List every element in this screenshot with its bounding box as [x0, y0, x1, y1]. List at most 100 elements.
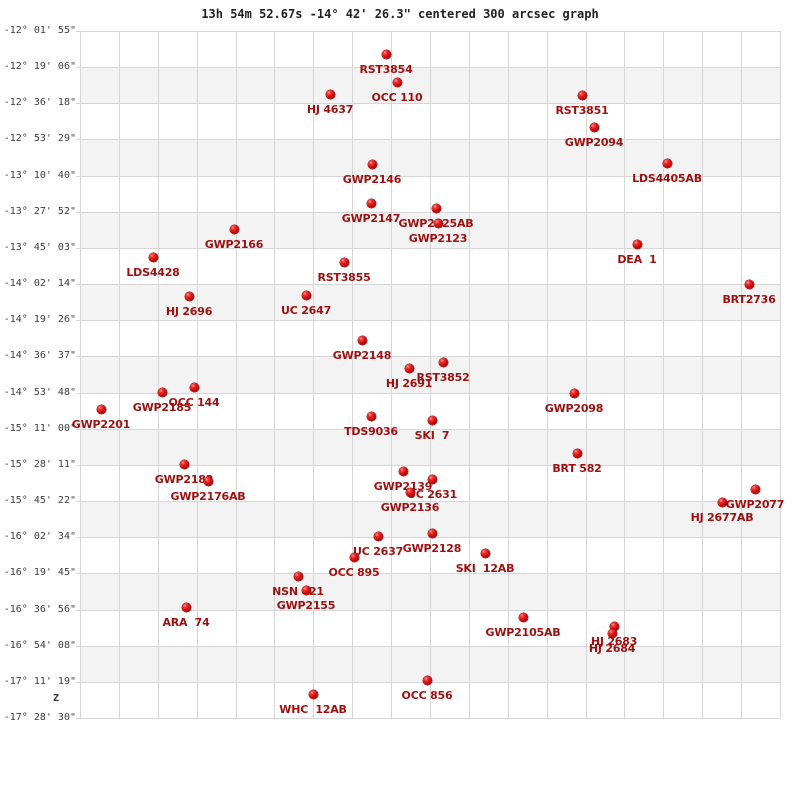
- star-label: GWP2128: [402, 542, 462, 555]
- horizontal-gridline: [76, 609, 780, 611]
- star-dot[interactable]: [181, 602, 191, 612]
- star-dot[interactable]: [427, 415, 437, 425]
- star-dot[interactable]: [179, 459, 189, 469]
- star-dot[interactable]: [373, 531, 383, 541]
- star-dot[interactable]: [189, 382, 199, 392]
- vertical-gridline: [468, 31, 470, 718]
- star-label: BRT 582: [552, 462, 602, 475]
- star-label: OCC 110: [371, 91, 423, 104]
- vertical-gridline: [546, 31, 548, 718]
- vertical-gridline: [196, 31, 198, 718]
- star-dot[interactable]: [422, 675, 432, 685]
- star-dot[interactable]: [632, 239, 642, 249]
- horizontal-gridline: [76, 247, 780, 249]
- star-dot[interactable]: [229, 224, 239, 234]
- y-axis-tick-label: -15° 45' 22": [3, 495, 76, 507]
- star-label: SKI 7: [414, 429, 450, 442]
- vertical-gridline: [663, 31, 665, 718]
- star-label: RST3855: [317, 271, 371, 284]
- star-dot[interactable]: [572, 448, 582, 458]
- star-dot[interactable]: [308, 689, 318, 699]
- star-label: HJ 2684: [588, 642, 636, 655]
- star-dot[interactable]: [349, 552, 359, 562]
- star-label: GWP2155: [276, 599, 336, 612]
- star-label: WHC 12AB: [279, 703, 347, 716]
- star-dot[interactable]: [325, 89, 335, 99]
- star-label: OCC 895: [328, 566, 380, 579]
- star-dot[interactable]: [392, 77, 402, 87]
- star-label: HJ 2683: [590, 635, 638, 648]
- north-orientation-marker: Z: [53, 693, 60, 704]
- star-dot[interactable]: [203, 476, 213, 486]
- chart-title: 13h 54m 52.67s -14° 42' 26.3" centered 3…: [201, 7, 599, 21]
- star-dot[interactable]: [381, 49, 391, 59]
- star-dot[interactable]: [750, 484, 760, 494]
- star-dot[interactable]: [301, 585, 311, 595]
- star-dot[interactable]: [184, 291, 194, 301]
- star-dot[interactable]: [438, 357, 448, 367]
- star-dot[interactable]: [717, 497, 727, 507]
- vertical-gridline: [235, 31, 237, 718]
- vertical-gridline: [391, 31, 393, 718]
- star-dot[interactable]: [357, 335, 367, 345]
- star-dot[interactable]: [518, 612, 528, 622]
- star-dot[interactable]: [157, 387, 167, 397]
- horizontal-gridline: [76, 175, 780, 177]
- star-label: HJ 4637: [306, 103, 354, 116]
- star-label: UC 2631: [406, 488, 458, 501]
- horizontal-gridline: [76, 645, 780, 647]
- horizontal-gridline: [76, 67, 780, 69]
- star-label: GWP2176AB: [170, 490, 246, 503]
- y-axis-tick-label: -13° 27' 52": [3, 205, 76, 217]
- star-dot[interactable]: [366, 411, 376, 421]
- star-dot[interactable]: [367, 159, 377, 169]
- star-dot[interactable]: [607, 628, 617, 638]
- star-label: GWP2094: [564, 136, 624, 149]
- y-axis-tick-label: -16° 02' 34": [3, 531, 76, 543]
- y-axis-tick-label: -15° 11' 00": [3, 422, 76, 434]
- star-dot[interactable]: [577, 90, 587, 100]
- star-label: OCC 144: [168, 396, 220, 409]
- y-axis-tick-label: -12° 36' 18": [3, 97, 76, 109]
- y-axis-tick-label: -15° 28' 11": [3, 458, 76, 470]
- star-label: ARA 74: [162, 616, 210, 629]
- star-dot[interactable]: [405, 487, 415, 497]
- star-dot[interactable]: [366, 198, 376, 208]
- y-axis-tick-label: -16° 19' 45": [3, 567, 76, 579]
- horizontal-gridline: [76, 428, 780, 430]
- star-dot[interactable]: [293, 571, 303, 581]
- star-dot[interactable]: [427, 528, 437, 538]
- star-dot[interactable]: [427, 474, 437, 484]
- horizontal-gridline: [76, 464, 780, 466]
- star-dot[interactable]: [431, 203, 441, 213]
- star-label: NSN 421: [272, 585, 324, 598]
- y-axis-tick-label: -13° 10' 40": [3, 169, 76, 181]
- star-dot[interactable]: [148, 252, 158, 262]
- star-dot[interactable]: [569, 388, 579, 398]
- horizontal-gridline: [76, 211, 780, 213]
- y-axis-tick-label: -12° 01' 55": [3, 25, 76, 36]
- star-dot[interactable]: [433, 218, 443, 228]
- star-dot[interactable]: [339, 257, 349, 267]
- star-label: LDS4405AB: [632, 172, 702, 185]
- star-dot[interactable]: [96, 404, 106, 414]
- star-label: BRT2736: [722, 293, 776, 306]
- star-label: GWP2147: [341, 212, 401, 225]
- star-label: GWP2148: [332, 349, 392, 362]
- star-dot[interactable]: [480, 548, 490, 558]
- star-label: UC 2647: [280, 304, 332, 317]
- star-dot[interactable]: [589, 122, 599, 132]
- star-dot[interactable]: [744, 279, 754, 289]
- horizontal-gridline: [76, 31, 780, 32]
- y-axis-tick-label: -14° 19' 26": [3, 314, 76, 326]
- star-label: GWP2185: [132, 401, 192, 414]
- vertical-gridline: [741, 31, 743, 718]
- vertical-gridline: [80, 31, 81, 718]
- star-dot[interactable]: [662, 158, 672, 168]
- y-axis-tick-label: -17° 28' 30": [3, 712, 76, 723]
- star-dot[interactable]: [301, 290, 311, 300]
- y-axis-tick-label: -16° 36' 56": [3, 603, 76, 615]
- star-dot[interactable]: [398, 466, 408, 476]
- star-dot[interactable]: [609, 621, 619, 631]
- star-dot[interactable]: [404, 363, 414, 373]
